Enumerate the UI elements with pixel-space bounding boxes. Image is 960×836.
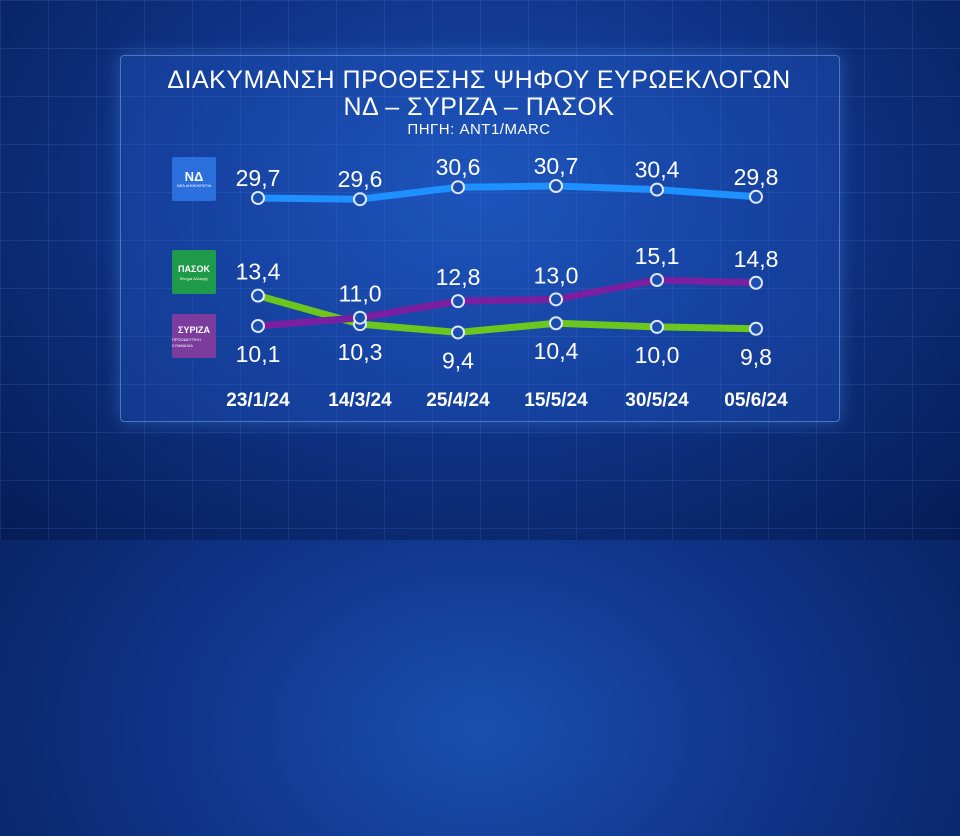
pasok-logo: ΠΑΣΟΚ Κίνημα Αλλαγής xyxy=(172,250,216,294)
data-label: 10,4 xyxy=(534,338,579,364)
data-point xyxy=(451,294,465,309)
data-label: 29,8 xyxy=(734,164,779,190)
data-label: 15,1 xyxy=(635,243,680,269)
data-label: 10,3 xyxy=(338,339,383,365)
data-point xyxy=(650,319,664,334)
nd-logo: ΝΔ ΝΕΑ ΔΗΜΟΚΡΑΤΙΑ xyxy=(172,157,216,201)
data-label: 30,6 xyxy=(436,154,481,180)
data-point xyxy=(251,191,265,205)
series-line-2 xyxy=(254,276,760,330)
data-label: 30,4 xyxy=(635,157,680,183)
data-point xyxy=(549,292,563,307)
data-point xyxy=(650,182,664,197)
x-tick-label: 25/4/24 xyxy=(426,390,490,411)
data-point xyxy=(451,325,465,340)
chart-panel xyxy=(120,55,840,422)
chart-subtitle: ΝΔ – ΣΥΡΙΖΑ – ΠΑΣΟΚ xyxy=(343,93,615,121)
data-label: 29,7 xyxy=(236,165,281,191)
data-label: 30,7 xyxy=(534,153,579,179)
data-label: 13,4 xyxy=(236,259,281,285)
background-grid xyxy=(0,0,960,540)
data-point xyxy=(251,288,265,303)
data-label: 13,0 xyxy=(534,262,579,288)
chart-source: ΠΗΓΗ: ANT1/MARC xyxy=(407,121,551,138)
data-point xyxy=(353,310,367,325)
data-point xyxy=(353,192,367,207)
line-chart: 29,7 29,6 30,6 30,7 30,4 29,8 13,4 10,3 9,4 10,4 1… xyxy=(226,153,788,411)
series-line-0 xyxy=(254,182,760,203)
x-tick-label: 15/5/24 xyxy=(524,390,588,411)
chart-title: ΔΙΑΚΥΜΑΝΣΗ ΠΡΟΘΕΣΗΣ ΨΗΦΟΥ ΕΥΡΩΕΚΛΟΓΩΝ xyxy=(167,66,791,94)
data-label: 9,4 xyxy=(442,347,474,373)
data-label: 29,6 xyxy=(338,166,383,192)
data-point xyxy=(749,321,763,336)
syriza-logo: ΣΥΡΙΖΑ ΠΡΟΟΔΕΥΤΙΚΗ ΣΥΜΜΑΧΙΑ xyxy=(172,314,216,358)
data-point xyxy=(749,275,763,290)
data-label: 11,0 xyxy=(338,281,381,307)
data-point xyxy=(749,189,763,204)
data-label: 12,8 xyxy=(436,264,481,290)
x-tick-label: 23/1/24 xyxy=(226,390,290,411)
data-label: 10,1 xyxy=(236,341,281,367)
data-point xyxy=(650,273,664,287)
x-tick-label: 14/3/24 xyxy=(328,390,392,411)
data-point xyxy=(251,319,265,333)
data-label: 14,8 xyxy=(734,246,779,272)
data-label: 10,0 xyxy=(635,342,680,368)
data-label: 9,8 xyxy=(740,344,772,370)
data-point xyxy=(549,179,563,193)
data-point xyxy=(451,180,465,195)
x-tick-label: 30/5/24 xyxy=(625,390,689,411)
x-tick-label: 05/6/24 xyxy=(724,390,788,411)
data-point xyxy=(549,316,563,331)
